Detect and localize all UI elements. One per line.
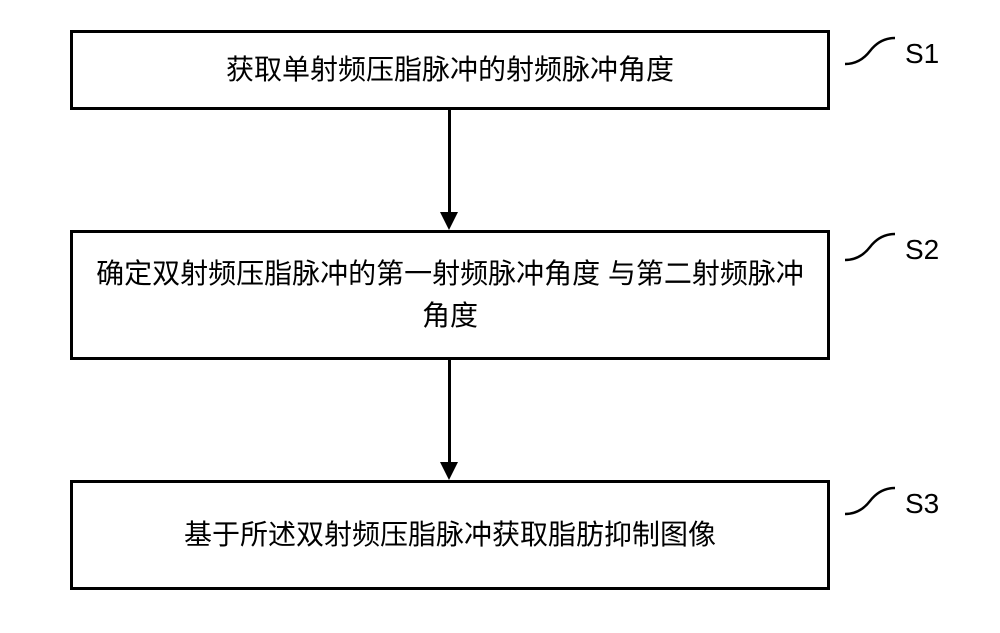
step-text-s3: 基于所述双射频压脂脉冲获取脂肪抑制图像 — [184, 514, 716, 556]
step-box-s2: 确定双射频压脂脉冲的第一射频脉冲角度 与第二射频脉冲角度 — [70, 230, 830, 360]
arrow-head-2 — [440, 462, 458, 480]
flowchart-container: 获取单射频压脂脉冲的射频脉冲角度 确定双射频压脂脉冲的第一射频脉冲角度 与第二射… — [0, 0, 1000, 633]
label-s3: S3 — [905, 488, 939, 520]
step-box-s3: 基于所述双射频压脂脉冲获取脂肪抑制图像 — [70, 480, 830, 590]
label-s2: S2 — [905, 234, 939, 266]
label-s1: S1 — [905, 38, 939, 70]
step-text-s1: 获取单射频压脂脉冲的射频脉冲角度 — [226, 49, 674, 91]
arrow-line-1 — [448, 110, 451, 212]
curve-s2 — [845, 232, 895, 262]
arrow-head-1 — [440, 212, 458, 230]
arrow-line-2 — [448, 360, 451, 462]
step-box-s1: 获取单射频压脂脉冲的射频脉冲角度 — [70, 30, 830, 110]
step-text-s2: 确定双射频压脂脉冲的第一射频脉冲角度 与第二射频脉冲角度 — [93, 253, 807, 337]
curve-s1 — [845, 36, 895, 66]
curve-s3 — [845, 486, 895, 516]
